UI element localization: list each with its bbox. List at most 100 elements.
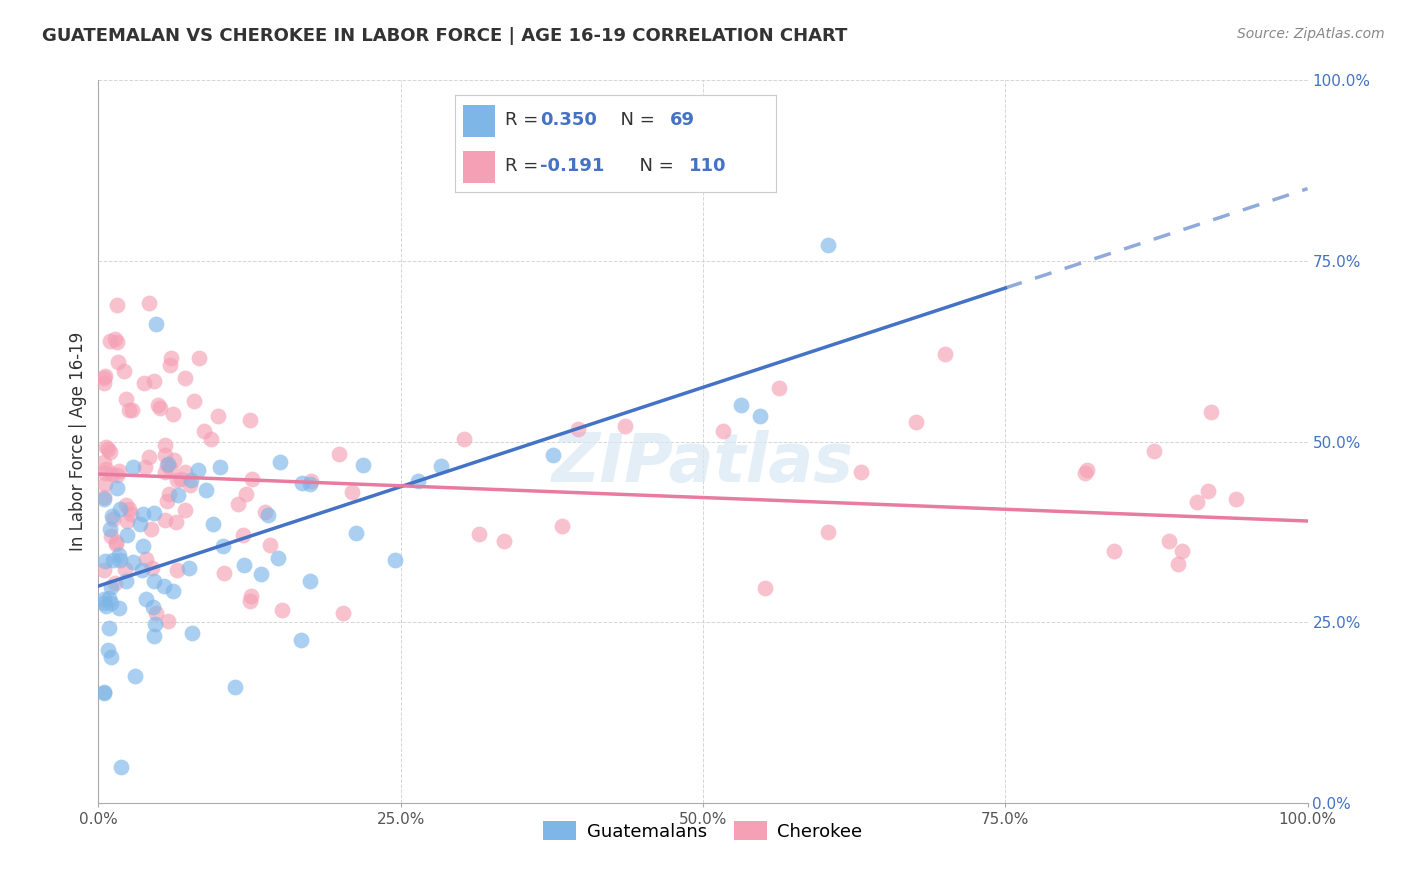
Point (551, 518, 574, 533)
Point (1159, 534, 1181, 549)
Point (1197, 483, 1219, 498)
Point (749, 409, 772, 424)
Point (105, 468, 128, 483)
Point (162, 584, 184, 599)
Point (110, 553, 132, 567)
Point (97, 442, 120, 456)
Point (177, 561, 200, 575)
Point (344, 525, 367, 540)
Point (406, 474, 429, 488)
Point (157, 487, 180, 501)
Point (100, 650, 122, 665)
Point (132, 507, 155, 521)
Point (124, 669, 146, 683)
Point (1143, 444, 1166, 458)
Point (159, 359, 181, 373)
Point (146, 398, 169, 412)
Point (105, 481, 128, 495)
Point (1171, 544, 1194, 558)
Point (328, 447, 350, 461)
Point (188, 351, 211, 365)
Point (492, 534, 515, 549)
Point (141, 522, 163, 536)
Point (170, 472, 193, 486)
Point (253, 505, 276, 519)
Point (208, 459, 231, 474)
Point (162, 407, 184, 421)
Point (107, 355, 129, 369)
Point (101, 509, 124, 524)
Point (104, 576, 127, 591)
Text: ZIPatlas: ZIPatlas (553, 430, 853, 496)
Point (195, 483, 218, 498)
Point (468, 527, 491, 541)
Point (128, 516, 150, 531)
Point (145, 317, 167, 331)
Point (180, 473, 202, 487)
Point (101, 467, 124, 481)
Point (100, 581, 122, 595)
Point (93, 491, 115, 506)
Point (108, 601, 131, 615)
Point (174, 465, 197, 479)
Point (138, 296, 160, 310)
Point (430, 459, 453, 474)
Point (138, 450, 160, 465)
Point (153, 465, 176, 479)
Point (201, 516, 224, 531)
Point (340, 484, 363, 499)
Point (235, 487, 257, 501)
Point (108, 548, 131, 562)
Point (384, 553, 406, 567)
Point (105, 535, 128, 549)
Point (180, 626, 202, 640)
Point (98, 444, 121, 458)
Point (93, 686, 115, 700)
Point (96, 599, 118, 613)
Point (115, 574, 138, 589)
Point (121, 402, 143, 417)
Point (187, 462, 209, 476)
Point (105, 298, 128, 312)
Point (159, 460, 181, 475)
Point (115, 527, 138, 541)
Point (112, 364, 135, 378)
Point (453, 432, 475, 446)
Point (1167, 558, 1189, 572)
Point (143, 617, 166, 632)
Point (115, 392, 138, 407)
Point (754, 581, 776, 595)
Point (100, 596, 122, 610)
Point (101, 553, 124, 567)
Point (114, 561, 136, 575)
Point (240, 472, 263, 486)
Point (118, 501, 141, 516)
Point (567, 422, 589, 436)
Text: Source: ZipAtlas.com: Source: ZipAtlas.com (1237, 27, 1385, 41)
Point (122, 555, 145, 569)
Point (132, 376, 155, 391)
Point (94, 440, 117, 454)
Point (101, 512, 124, 526)
Point (93, 376, 115, 390)
Point (145, 607, 167, 621)
Point (299, 475, 322, 489)
Point (163, 453, 186, 467)
Point (94, 476, 117, 491)
Point (817, 238, 839, 252)
Point (613, 418, 636, 433)
Point (173, 502, 195, 516)
Point (93, 466, 115, 480)
Point (104, 333, 127, 347)
Point (183, 393, 205, 408)
Point (332, 606, 354, 620)
Point (541, 449, 564, 463)
Point (257, 508, 280, 522)
Point (730, 398, 752, 412)
Point (115, 514, 138, 528)
Point (352, 458, 374, 472)
Point (267, 550, 290, 565)
Point (153, 438, 176, 452)
Legend: Guatemalans, Cherokee: Guatemalans, Cherokee (536, 814, 870, 848)
Point (193, 425, 215, 439)
